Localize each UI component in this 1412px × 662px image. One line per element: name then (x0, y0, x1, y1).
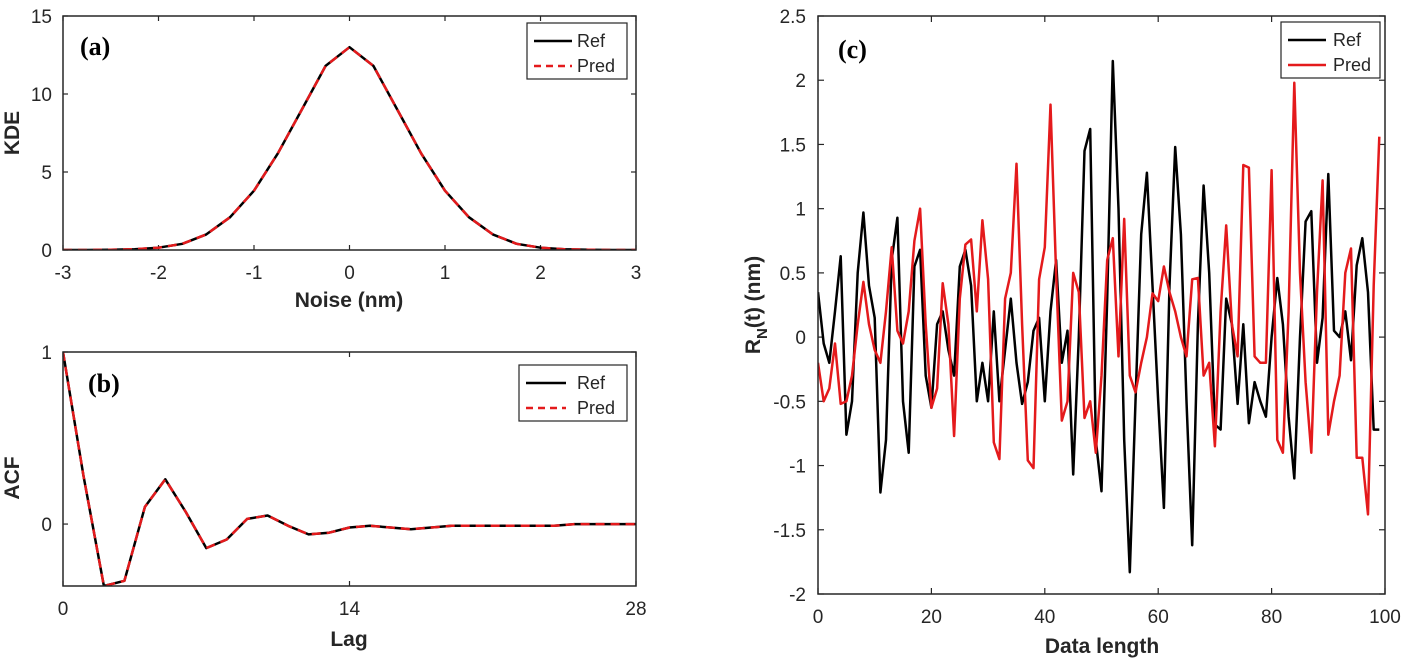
series-lines-a (63, 45, 636, 250)
y-tick-label-c: 0 (795, 328, 806, 349)
y-tick-label-a: 15 (31, 7, 52, 28)
x-tick-label-b: 0 (58, 599, 69, 620)
y-tick-label-c: 0.5 (780, 264, 806, 285)
series-line-pred-a (63, 45, 636, 250)
x-axis-label-c: Data length (1045, 635, 1159, 658)
legend-pred-label-c: Pred (1333, 55, 1371, 75)
legend-ref-label-b: Ref (577, 373, 606, 393)
y-tick-label-c: 1.5 (780, 135, 806, 156)
y-axis-label-c-main: R (742, 339, 765, 354)
panel-label-b: (b) (88, 369, 120, 398)
legend-box-c (1280, 21, 1381, 79)
legend-pred-label-a: Pred (577, 56, 615, 76)
series-line-pred-b (63, 352, 636, 586)
x-tick-label-a: 0 (344, 263, 355, 284)
x-axis-label-b: Lag (330, 628, 367, 651)
x-tick-label-c: 100 (1369, 607, 1401, 628)
x-tick-label-c: 40 (1034, 607, 1055, 628)
y-axis-label-b: ACF (1, 456, 24, 499)
x-tick-label-b: 28 (625, 599, 646, 620)
x-tick-label-a: -3 (55, 263, 72, 284)
y-tick-label-c: 1 (795, 200, 806, 221)
y-tick-label-c: 2 (795, 71, 806, 92)
y-tick-label-c: -1 (789, 457, 806, 478)
panel-c-residual-chart: 0 20 40 60 80 100 -2 -1.5 -1 -0.5 0 0.5 1 1.5 2 2.5 (c)… (742, 7, 1401, 658)
ticks-c: 0 20 40 60 80 100 -2 -1.5 -1 -0.5 0 0.5 1 1.5 2 2.5 (773, 7, 1401, 628)
x-axis-label-a: Noise (nm) (295, 289, 404, 312)
x-tick-label-a: 2 (535, 263, 546, 284)
panel-a-kde-chart: -3 -2 -1 0 1 2 3 0 5 10 15 (a) Noise (nm) KDE Ref … (1, 7, 641, 312)
y-tick-label-b: 0 (41, 515, 52, 536)
panel-label-a: (a) (80, 32, 110, 61)
panel-label-c: (c) (838, 35, 867, 64)
y-axis-label-c-rest: (t) (nm) (742, 256, 765, 328)
panel-b-acf-chart: 0 14 28 0 1 (b) Lag ACF Ref Pred (1, 343, 647, 651)
legend-a: Ref Pred (526, 22, 628, 80)
series-lines-c (818, 59, 1381, 574)
x-tick-label-c: 60 (1148, 607, 1169, 628)
y-tick-label-c: -0.5 (773, 392, 806, 413)
x-tick-label-c: 80 (1261, 607, 1282, 628)
legend-box-b (518, 364, 628, 422)
y-tick-label-c: 2.5 (780, 7, 806, 28)
legend-pred-label-b: Pred (577, 398, 615, 418)
legend-box-a (526, 22, 628, 80)
axes-box-c (817, 15, 1386, 595)
series-line-pred-c (818, 81, 1381, 516)
y-axis-label-a: KDE (1, 111, 24, 155)
axes-box-a (62, 15, 637, 251)
y-axis-label-c-sub: N (754, 328, 771, 339)
y-tick-label-c: -1.5 (773, 521, 806, 542)
y-tick-label-a: 5 (41, 163, 52, 184)
x-tick-label-c: 0 (813, 607, 824, 628)
y-tick-label-a: 0 (41, 241, 52, 262)
legend-b: Ref Pred (518, 364, 628, 422)
x-tick-label-c: 20 (921, 607, 942, 628)
y-tick-label-b: 1 (41, 343, 52, 364)
legend-ref-label-a: Ref (577, 31, 606, 51)
legend-c: Ref Pred (1280, 21, 1381, 79)
series-lines-b (63, 352, 636, 586)
x-tick-label-a: 3 (631, 263, 642, 284)
x-tick-label-a: -2 (150, 263, 167, 284)
y-tick-label-a: 10 (31, 85, 52, 106)
y-axis-label-c: RN(t) (nm) (742, 256, 771, 354)
plot-area-c (818, 16, 1385, 594)
axes-box-b (62, 351, 637, 587)
x-tick-label-a: -1 (246, 263, 263, 284)
legend-ref-label-c: Ref (1333, 30, 1362, 50)
x-tick-label-a: 1 (440, 263, 451, 284)
x-tick-label-b: 14 (339, 599, 361, 620)
y-tick-label-c: -2 (789, 585, 806, 606)
